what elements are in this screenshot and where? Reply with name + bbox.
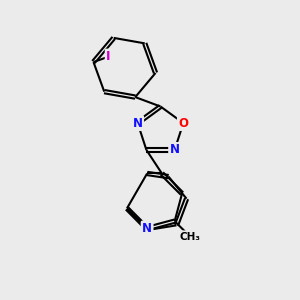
Text: I: I [106, 50, 111, 63]
Text: N: N [142, 222, 152, 235]
Text: CH₃: CH₃ [180, 232, 201, 242]
Text: N: N [169, 143, 180, 156]
Text: O: O [178, 117, 188, 130]
Text: N: N [133, 117, 143, 130]
